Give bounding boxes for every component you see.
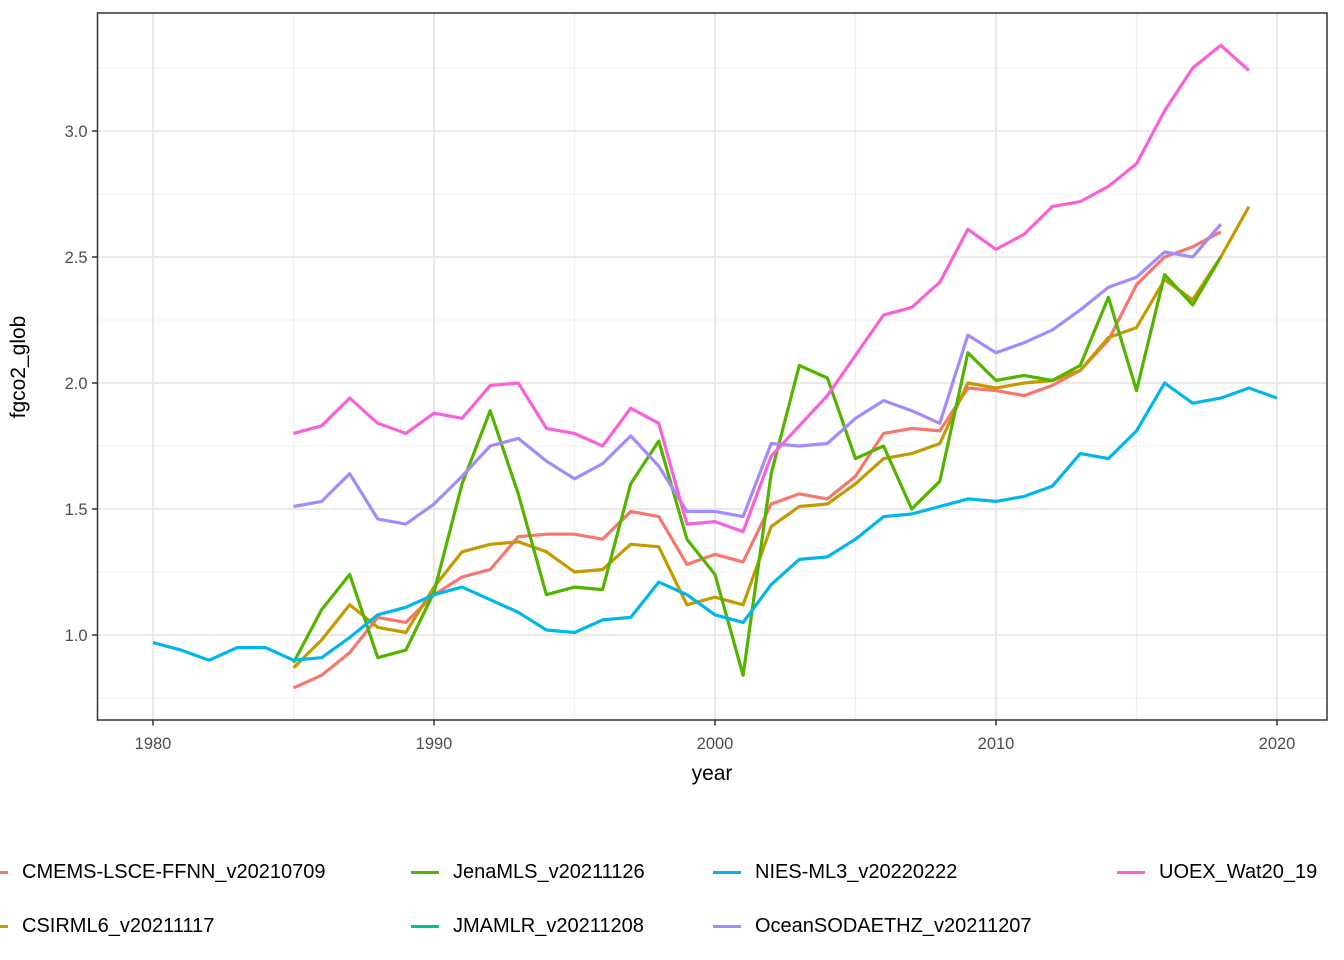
series-line-JenaMLS_v20211126 <box>292 256 1223 677</box>
legend-key-line <box>0 924 8 928</box>
x-tick-label: 2020 <box>1259 735 1296 753</box>
series-line-CMEMS-LSCE-FFNN_v20210709 <box>292 230 1222 690</box>
y-tick-label: 2.5 <box>65 249 88 267</box>
chart-legend: CMEMS-LSCE-FFNN_v20210709 CSIRML6_v202111… <box>0 845 1344 960</box>
legend-key-line <box>713 870 741 874</box>
y-tick-label: 3.0 <box>65 123 88 141</box>
legend-key-line <box>713 924 741 928</box>
legend-item-OceanSODAETHZ_v20211207: OceanSODAETHZ_v20211207 <box>713 899 1031 953</box>
x-tick-label: 1980 <box>135 735 172 753</box>
legend-item-CSIRML6_v20211117: CSIRML6_v20211117 <box>0 899 214 953</box>
x-tick-label: 2010 <box>978 735 1015 753</box>
legend-label: JenaMLS_v20211126 <box>453 860 645 883</box>
legend-key-line <box>0 870 8 874</box>
x-axis-title: year <box>691 762 733 785</box>
legend-label: UOEX_Wat20_19 <box>1159 860 1318 883</box>
plot-panel: 1980 1990 2000 2010 2020 1.0 1.5 2.0 2.5 3.0 <box>65 12 1328 753</box>
legend-item-NIES-ML3_v20220222: NIES-ML3_v20220222 <box>713 845 957 899</box>
series-line-OceanSODAETHZ_v20211207 <box>293 223 1223 526</box>
y-tick-label: 2.0 <box>65 375 88 393</box>
y-axis-title: fgco2_glob <box>7 315 30 419</box>
legend-key-line <box>411 924 439 928</box>
legend-label: JMAMLR_v20211208 <box>453 914 644 937</box>
series-line-UOEX_Wat20_19 <box>293 43 1250 534</box>
legend-item-JMAMLR_v20211208: JMAMLR_v20211208 <box>411 899 644 953</box>
legend-label: CSIRML6_v20211117 <box>22 914 215 937</box>
legend-label: CMEMS-LSCE-FFNN_v20210709 <box>22 860 326 883</box>
legend-item-UOEX_Wat20_19: UOEX_Wat20_19 <box>1117 845 1317 899</box>
legend-key-line <box>411 870 439 874</box>
panel-border <box>96 12 1328 721</box>
legend-label: OceanSODAETHZ_v20211207 <box>755 914 1032 937</box>
x-tick-label: 1990 <box>416 735 453 753</box>
legend-key-line <box>1117 870 1145 874</box>
legend-item-CMEMS-LSCE-FFNN_v20210709: CMEMS-LSCE-FFNN_v20210709 <box>0 845 325 899</box>
y-tick-label: 1.5 <box>65 501 88 519</box>
x-tick-label: 2000 <box>697 735 734 753</box>
series-line-CSIRML6_v20211117 <box>292 205 1251 669</box>
legend-item-JenaMLS_v20211126: JenaMLS_v20211126 <box>411 845 645 899</box>
y-tick-label: 1.0 <box>65 627 88 645</box>
series-line-NIES-ML3_v20220222 <box>152 381 1278 662</box>
legend-label: NIES-ML3_v20220222 <box>755 860 958 883</box>
